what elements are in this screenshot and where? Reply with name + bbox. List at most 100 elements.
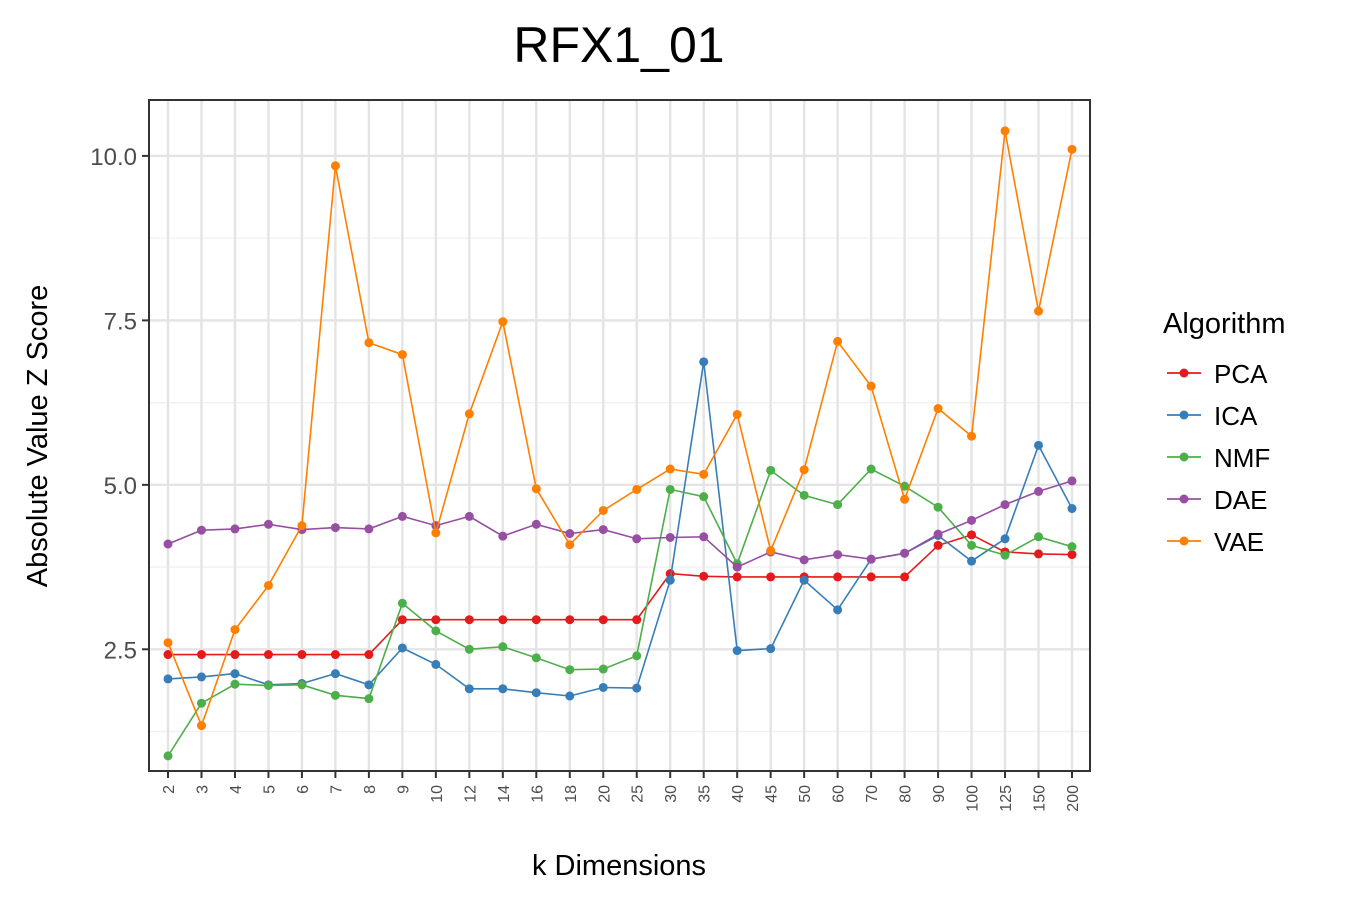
- point-dae: [464, 511, 474, 521]
- legend-marker-vae: [1179, 536, 1189, 546]
- y-axis-label: Absolute Value Z Score: [22, 285, 54, 588]
- x-tick-label: 16: [529, 785, 546, 803]
- point-nmf: [531, 653, 541, 663]
- point-ica: [431, 659, 441, 669]
- x-tick-label: 5: [261, 785, 278, 794]
- point-pca: [397, 615, 407, 625]
- point-vae: [900, 494, 910, 504]
- point-nmf: [364, 694, 374, 704]
- x-tick-label: 70: [864, 785, 881, 803]
- point-ica: [196, 672, 206, 682]
- point-vae: [263, 580, 273, 590]
- y-tick-label: 7.5: [104, 308, 137, 335]
- point-ica: [699, 357, 709, 367]
- point-vae: [431, 528, 441, 538]
- point-nmf: [598, 664, 608, 674]
- point-ica: [364, 680, 374, 690]
- plot-border: [148, 99, 1091, 772]
- x-tick-label: 9: [395, 785, 412, 794]
- point-ica: [464, 684, 474, 694]
- point-ica: [531, 688, 541, 698]
- point-ica: [163, 674, 173, 684]
- point-dae: [699, 532, 709, 542]
- point-dae: [364, 524, 374, 534]
- point-ica: [766, 644, 776, 654]
- chart-title: RFX1_01: [513, 17, 724, 73]
- point-vae: [632, 484, 642, 494]
- series-line-vae: [167, 130, 1073, 728]
- point-dae: [632, 534, 642, 544]
- point-nmf: [766, 465, 776, 475]
- point-pca: [598, 615, 608, 625]
- point-vae: [163, 638, 173, 648]
- x-tick-label: 10: [429, 785, 446, 803]
- point-dae: [732, 562, 742, 572]
- point-ica: [967, 556, 977, 566]
- point-nmf: [833, 500, 843, 510]
- point-vae: [230, 625, 240, 635]
- legend-marker-nmf: [1179, 452, 1189, 462]
- point-dae: [967, 515, 977, 525]
- point-nmf: [933, 502, 943, 512]
- legend-label-vae: VAE: [1214, 527, 1264, 557]
- legend-label-dae: DAE: [1214, 485, 1267, 515]
- x-tick-label: 12: [462, 785, 479, 803]
- y-tick-label: 5.0: [104, 473, 137, 500]
- x-tick-label: 8: [362, 785, 379, 794]
- point-dae: [598, 525, 608, 535]
- x-tick-label: 80: [898, 785, 915, 803]
- y-tick-label: 2.5: [104, 637, 137, 664]
- point-nmf: [699, 492, 709, 502]
- x-tick-label: 40: [730, 785, 747, 803]
- point-pca: [263, 650, 273, 660]
- x-tick-label: 90: [931, 785, 948, 803]
- point-ica: [1067, 504, 1077, 514]
- point-pca: [933, 540, 943, 550]
- point-pca: [196, 650, 206, 660]
- x-tick-label: 4: [228, 785, 245, 794]
- point-pca: [230, 650, 240, 660]
- point-nmf: [665, 484, 675, 494]
- point-vae: [699, 469, 709, 479]
- x-tick-label: 3: [194, 785, 211, 794]
- point-nmf: [330, 690, 340, 700]
- x-tick-label: 200: [1065, 785, 1082, 812]
- point-pca: [330, 650, 340, 660]
- point-pca: [163, 650, 173, 660]
- point-ica: [230, 669, 240, 679]
- point-vae: [1034, 306, 1044, 316]
- point-dae: [900, 548, 910, 558]
- legend-marker-ica: [1179, 410, 1189, 420]
- x-tick-label: 18: [563, 785, 580, 803]
- point-nmf: [498, 642, 508, 652]
- point-vae: [665, 464, 675, 474]
- point-dae: [1034, 486, 1044, 496]
- grid-minor: [149, 237, 1090, 733]
- point-nmf: [397, 598, 407, 608]
- x-axis: 2 3 4 5 6 7 8 9 10 12 14 16 18 20 25 30 35 40 45 50 60 70 80 90…: [161, 771, 1082, 812]
- point-pca: [866, 572, 876, 582]
- point-dae: [799, 555, 809, 565]
- point-pca: [967, 530, 977, 540]
- point-ica: [799, 575, 809, 585]
- point-vae: [531, 484, 541, 494]
- x-tick-label: 25: [630, 785, 647, 803]
- point-nmf: [632, 651, 642, 661]
- point-dae: [397, 511, 407, 521]
- point-pca: [732, 572, 742, 582]
- point-dae: [665, 532, 675, 542]
- point-pca: [431, 615, 441, 625]
- point-dae: [933, 529, 943, 539]
- series-line-nmf: [167, 468, 1073, 757]
- point-ica: [397, 643, 407, 653]
- point-vae: [732, 409, 742, 419]
- point-vae: [364, 338, 374, 348]
- point-vae: [297, 521, 307, 531]
- point-nmf: [1034, 532, 1044, 542]
- point-nmf: [565, 665, 575, 675]
- point-nmf: [900, 481, 910, 491]
- point-pca: [900, 572, 910, 582]
- point-vae: [330, 161, 340, 171]
- x-tick-label: 45: [764, 785, 781, 803]
